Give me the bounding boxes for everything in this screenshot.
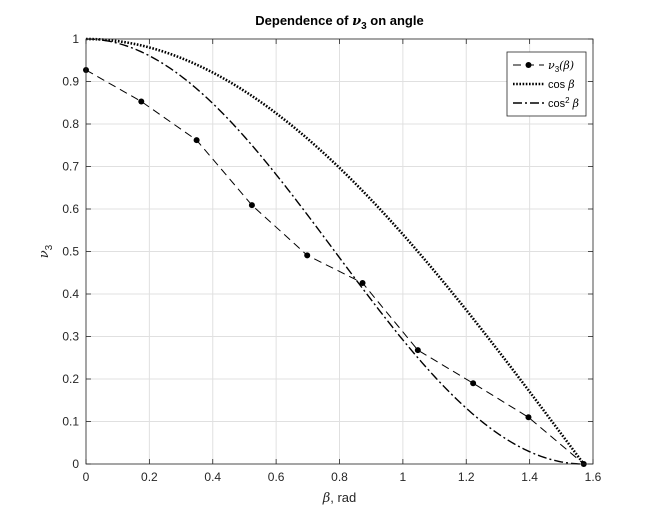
x-tick-label: 0	[83, 470, 90, 484]
y-tick-label: 1	[72, 32, 79, 46]
y-tick-label: 0.4	[62, 287, 79, 301]
legend-label-part: (β)	[559, 59, 574, 72]
y-tick-label: 0	[72, 457, 79, 471]
y-tick-label: 0.8	[62, 117, 79, 131]
series-point	[248, 202, 255, 209]
y-tick-label: 0.9	[62, 75, 79, 89]
legend-label-part: β	[567, 78, 574, 91]
x-tick-label: 0.4	[204, 470, 221, 484]
y-tick-label: 0.5	[62, 245, 79, 259]
legend-label-part: 3	[555, 65, 560, 74]
y-tick-label: 0.6	[62, 202, 79, 216]
series-point	[359, 279, 366, 286]
legend-label-part: β	[572, 97, 579, 110]
y-tick-label: 0.7	[62, 160, 79, 174]
y-tick-label: 0.2	[62, 372, 79, 386]
series-point	[304, 252, 311, 259]
y-axis-label: ν3	[37, 244, 55, 258]
legend-label-3: cos2 β	[548, 96, 579, 110]
series-line-2	[85, 37, 585, 465]
axis-ticks: 0 0.2 0.4 0.6 0.8 1 1.2 1.4 1.6 0 0.1 0.2 0.3 0.4 0.5 0…	[62, 32, 601, 484]
x-tick-label: 0.8	[331, 470, 348, 484]
x-tick-label: 1	[400, 470, 407, 484]
series-point	[193, 137, 200, 144]
x-tick-label: 0.6	[268, 470, 285, 484]
x-tick-label: 1.6	[585, 470, 602, 484]
series-point	[525, 414, 532, 421]
legend-label-part: cos	[548, 79, 568, 91]
legend-marker	[525, 62, 532, 68]
x-tick-label: 0.2	[141, 470, 158, 484]
chart-title: Dependence of ν3 on angle	[255, 13, 423, 32]
series-point	[138, 98, 145, 105]
series-point	[414, 347, 421, 354]
y-tick-label: 0.1	[62, 415, 79, 429]
legend-label-1: ν3(β)	[548, 59, 574, 74]
series-line-3	[85, 38, 584, 465]
y-tick-label: 0.3	[62, 330, 79, 344]
series-layer	[83, 37, 587, 467]
series-point	[470, 380, 477, 387]
legend-label-part: cos	[548, 98, 566, 110]
legend-label-2: cos β	[548, 78, 575, 91]
legend-label-part: ν	[548, 59, 555, 72]
x-axis-label: β, rad	[322, 490, 357, 506]
series-line-1	[85, 69, 585, 465]
x-tick-label: 1.2	[458, 470, 475, 484]
legend-label-part: 2	[565, 96, 570, 105]
x-tick-label: 1.4	[521, 470, 538, 484]
